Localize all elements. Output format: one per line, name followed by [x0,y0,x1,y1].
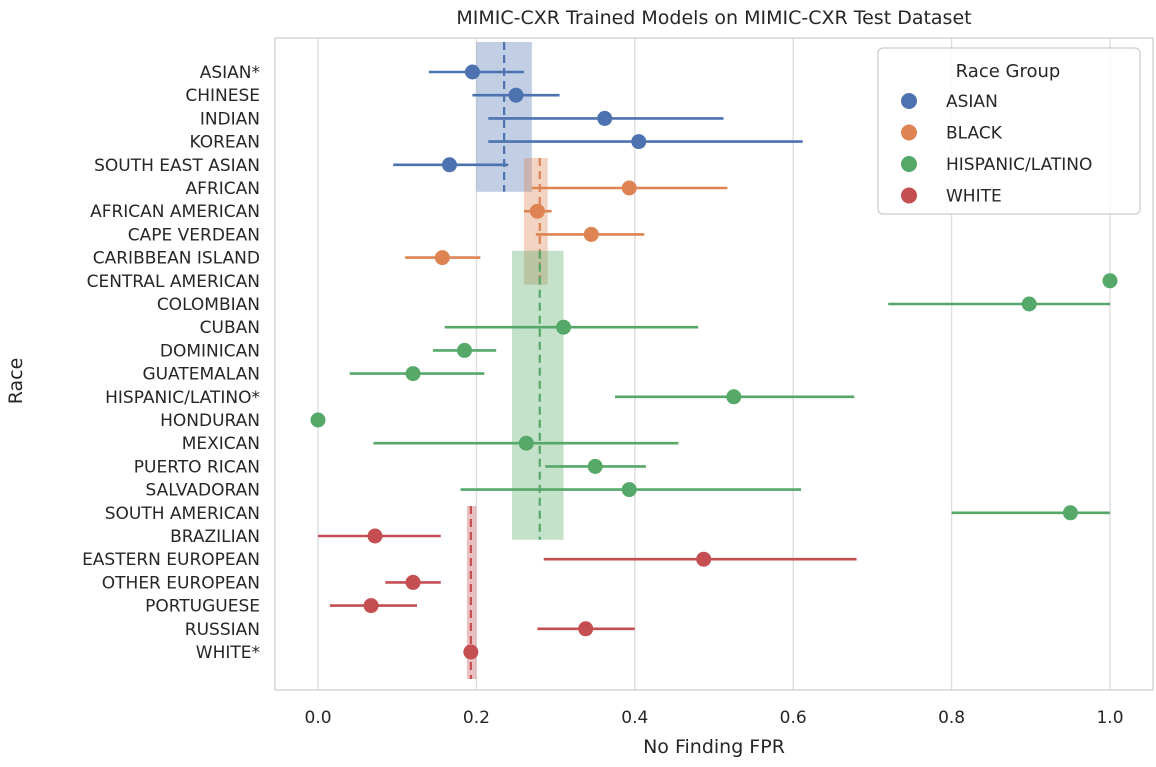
data-point [696,551,712,567]
data-point [726,389,742,405]
data-point [1021,296,1037,312]
data-point [578,621,594,637]
y-tick-label: KOREAN [190,133,261,153]
legend-entry: ASIAN [946,92,998,112]
x-tick-label: 0.4 [621,708,648,728]
y-tick-labels: ASIAN* CHINESE INDIAN KOREAN SOUTH EAST ASIA… [82,63,260,663]
group-band [466,506,477,679]
x-axis-label: No Finding FPR [643,736,785,758]
x-tick-labels: 0.0 0.2 0.4 0.6 0.8 1.0 [304,708,1123,728]
data-point [464,64,480,80]
y-tick-label: CAPE VERDEAN [128,225,260,245]
y-tick-label: EASTERN EUROPEAN [82,550,260,570]
legend-entry: HISPANIC/LATINO [946,155,1092,175]
group-band [512,250,564,540]
y-tick-label: SOUTH AMERICAN [105,504,260,524]
plot-frame [274,37,1154,691]
x-tick-label: 0.0 [304,708,331,728]
y-tick-label: INDIAN [200,109,260,129]
legend-entry: WHITE [946,187,1002,207]
y-tick-label: COLOMBIAN [157,295,260,315]
y-tick-label: CENTRAL AMERICAN [87,272,260,292]
data-point [518,435,534,451]
legend-items: ASIAN BLACK HISPANIC/LATINO WHITE [901,92,1092,207]
y-tick-label: AFRICAN AMERICAN [90,202,260,222]
y-tick-label: CHINESE [185,86,260,106]
x-tick-label: 0.6 [780,708,807,728]
data-point [529,203,545,219]
y-tick-label: BRAZILIAN [170,527,260,547]
legend-frame [877,47,1141,215]
data-point [405,574,421,590]
y-tick-label: PUERTO RICAN [134,457,260,477]
legend-title: Race Group [956,61,1061,82]
x-tick-label: 1.0 [1096,708,1123,728]
legend-entry: BLACK [946,124,1003,144]
data-points [310,64,1118,660]
data-point [1062,505,1078,521]
group-mean-bands [466,42,564,679]
y-tick-label: AFRICAN [186,179,260,199]
data-point [441,157,457,173]
y-tick-label: PORTUGUESE [145,597,260,617]
data-point [587,458,603,474]
y-tick-label: CUBAN [200,318,260,338]
y-tick-label: SALVADORAN [146,481,260,501]
y-tick-label: CARIBBEAN ISLAND [93,249,260,269]
data-point [463,644,479,660]
y-tick-label: SOUTH EAST ASIAN [94,156,260,176]
y-tick-label: HISPANIC/LATINO* [105,388,260,408]
x-tick-label: 0.8 [938,708,965,728]
legend-marker [901,156,917,172]
data-point [597,110,613,126]
y-tick-label: HONDURAN [160,411,260,431]
y-tick-label: MEXICAN [182,434,260,454]
data-point [621,180,637,196]
data-point [631,134,647,150]
group-band [476,42,532,192]
y-tick-label: OTHER EUROPEAN [102,573,260,593]
data-point [556,319,572,335]
data-point [434,250,450,266]
y-tick-label: WHITE* [196,643,260,663]
y-tick-label: GUATEMALAN [142,365,260,385]
chart-title: MIMIC-CXR Trained Models on MIMIC-CXR Te… [456,7,971,29]
data-point [583,226,599,242]
y-tick-label: RUSSIAN [185,620,260,640]
data-point [405,366,421,382]
data-point [363,598,379,614]
data-point [508,87,524,103]
data-point [621,482,637,498]
y-axis-label: Race [5,358,27,405]
legend: Race Group ASIAN BLACK HISPANIC/LATINO WHIT… [877,47,1141,215]
data-point [367,528,383,544]
y-tick-label: DOMINICAN [160,341,260,361]
data-point [457,342,473,358]
x-tick-label: 0.2 [463,708,490,728]
legend-marker [901,124,917,141]
legend-marker [901,93,917,109]
legend-marker [901,187,917,204]
group-band [523,158,548,285]
data-point [1102,273,1118,289]
data-point [310,412,326,428]
y-tick-label: ASIAN* [200,63,260,83]
